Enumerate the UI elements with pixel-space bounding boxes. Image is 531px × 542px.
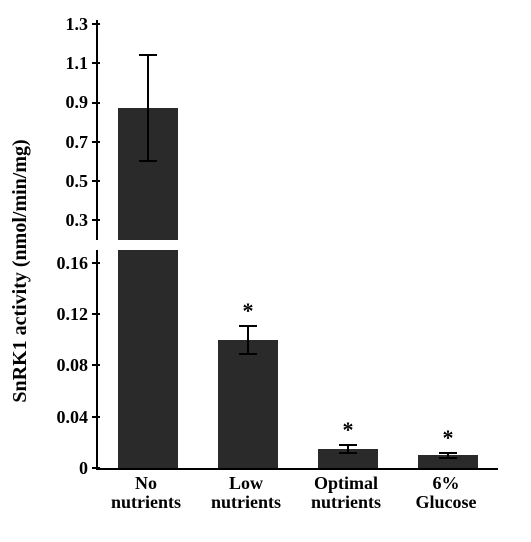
bar-break-no <box>116 240 176 250</box>
error-bar-low <box>247 326 249 354</box>
significance-star-glucose: * <box>443 425 454 451</box>
x-category-optimal: Optimalnutrients <box>296 474 396 512</box>
plot-area-lower: 00.040.080.120.16*** <box>96 250 498 470</box>
bar-no <box>118 250 178 468</box>
plot-area-upper: 0.30.50.70.91.11.3 <box>96 20 498 240</box>
x-category-glucose: 6%Glucose <box>396 474 496 512</box>
error-bar-glucose <box>447 453 449 458</box>
significance-star-low: * <box>243 298 254 324</box>
x-category-low: Lownutrients <box>196 474 296 512</box>
bar-low <box>218 340 278 468</box>
error-bar-optimal <box>347 445 349 453</box>
bar-chart: SnRK1 activity (nmol/min/mg) 0.30.50.70.… <box>0 0 531 542</box>
significance-star-optimal: * <box>343 417 354 443</box>
axis-break <box>92 240 104 250</box>
error-bar-no <box>147 55 149 161</box>
x-category-no: Nonutrients <box>96 474 196 512</box>
